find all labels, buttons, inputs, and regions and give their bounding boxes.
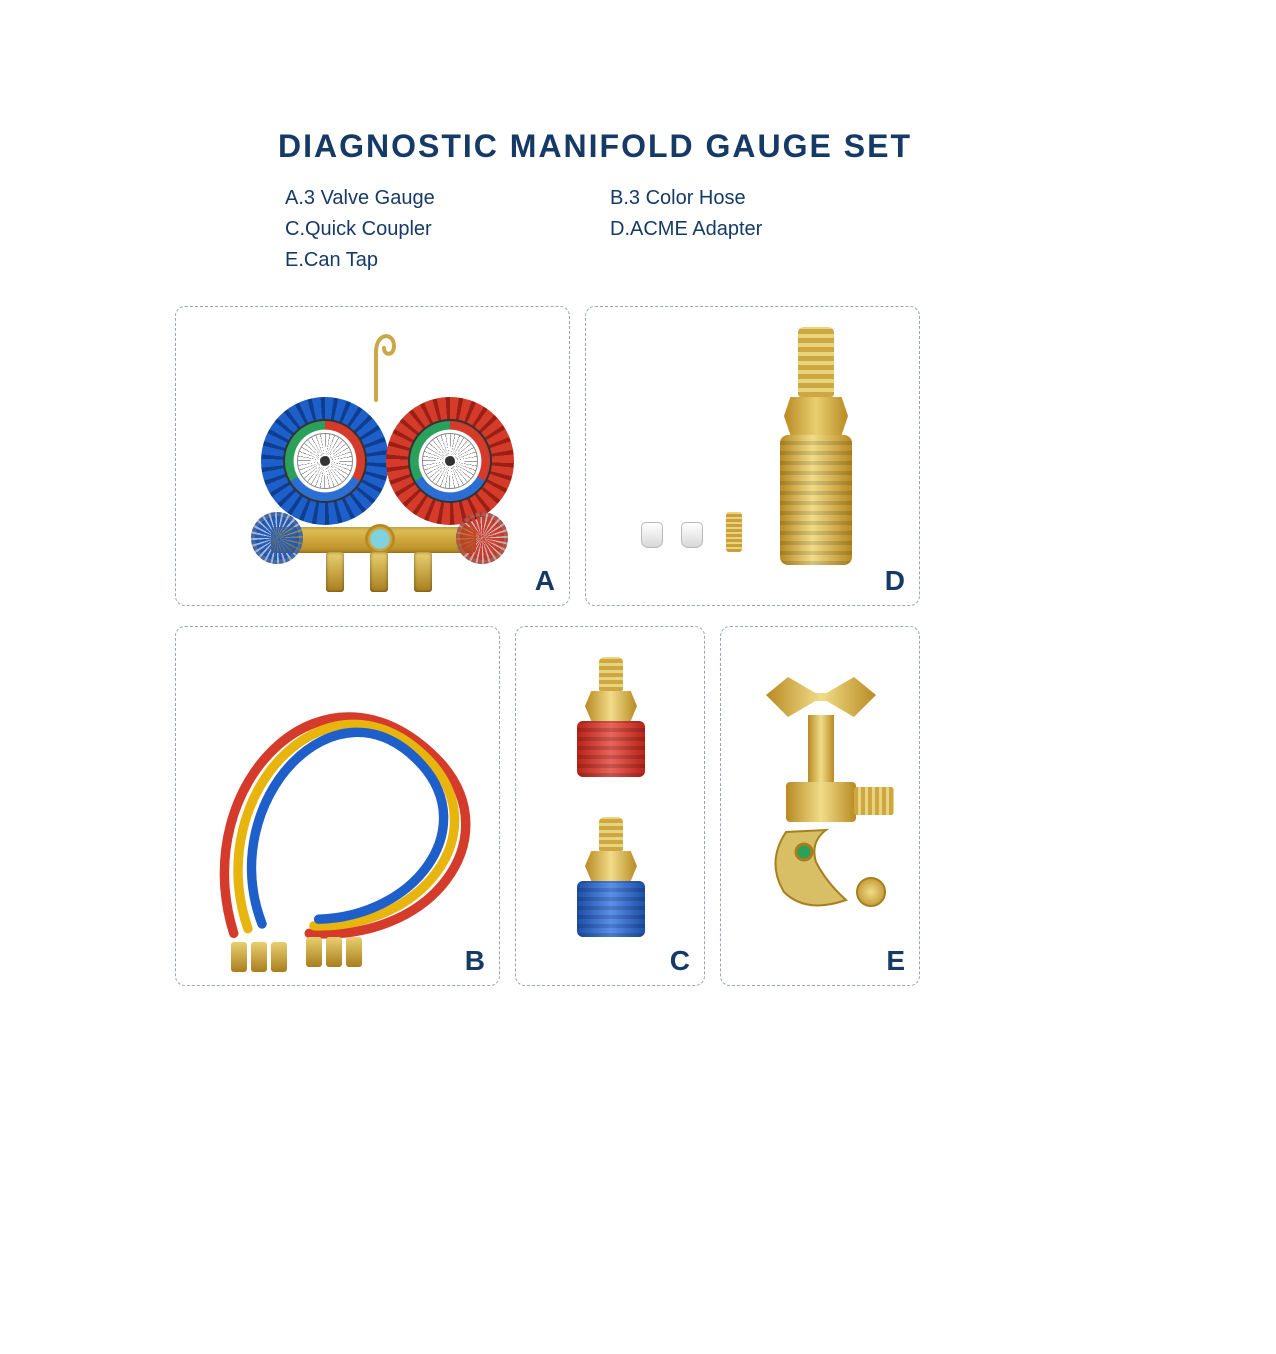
legend-item-b: B.3 Color Hose xyxy=(610,187,925,210)
color-hoses-illustration xyxy=(196,647,479,965)
legend-item-e: E.Can Tap xyxy=(285,249,600,272)
panel-a: A xyxy=(175,306,570,606)
panel-label-b: B xyxy=(465,945,485,977)
seal-cap-icon xyxy=(681,522,703,548)
legend-item-c: C.Quick Coupler xyxy=(285,218,600,241)
page-title: DIAGNOSTIC MANIFOLD GAUGE SET xyxy=(175,128,925,165)
panel-label-e: E xyxy=(886,945,905,977)
panel-label-a: A xyxy=(535,565,555,597)
acme-adapter-illustration xyxy=(776,327,856,562)
panel-c: C xyxy=(515,626,705,986)
legend-item-a: A.3 Valve Gauge xyxy=(285,187,600,210)
seal-cap-icon xyxy=(641,522,663,548)
manifold-gauge-illustration xyxy=(236,322,511,592)
legend-item-d: D.ACME Adapter xyxy=(610,218,925,241)
panel-d: D xyxy=(585,306,920,606)
legend: A.3 Valve Gauge B.3 Color Hose C.Quick C… xyxy=(175,187,925,272)
valve-core-icon xyxy=(726,512,742,552)
panel-b: B xyxy=(175,626,500,986)
panel-e: E xyxy=(720,626,920,986)
panel-label-c: C xyxy=(670,945,690,977)
can-tap-illustration xyxy=(746,677,906,947)
panel-label-d: D xyxy=(885,565,905,597)
hook-icon xyxy=(356,322,396,402)
